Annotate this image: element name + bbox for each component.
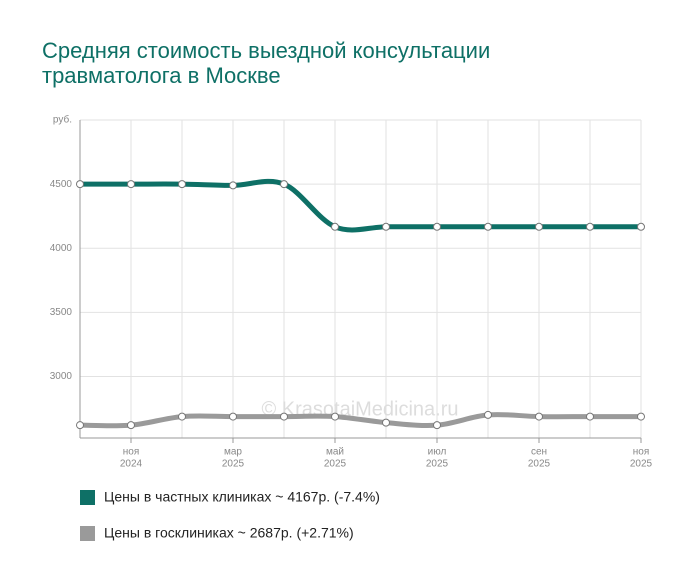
point bbox=[331, 412, 339, 421]
y-tick-label: руб. bbox=[53, 114, 72, 126]
x-tick-label: июл bbox=[428, 447, 447, 458]
line bbox=[79, 412, 641, 429]
x-tick-label: сен bbox=[531, 447, 547, 458]
x-tick-label: 2024 bbox=[120, 459, 143, 470]
point bbox=[382, 418, 390, 427]
x-tick-label: май bbox=[326, 447, 344, 458]
point bbox=[535, 412, 543, 421]
x-tick-label: 2025 bbox=[528, 459, 551, 470]
point bbox=[178, 412, 186, 421]
point bbox=[637, 412, 645, 421]
point bbox=[484, 410, 492, 419]
point bbox=[280, 412, 288, 421]
point bbox=[76, 421, 84, 430]
chart-title: травматолога в Москве bbox=[42, 63, 281, 88]
x-tick-label: мар bbox=[224, 447, 242, 458]
x-tick-label: 2025 bbox=[222, 459, 245, 470]
x-tick-label: 2025 bbox=[426, 459, 449, 470]
x-tick-label: ноя bbox=[123, 447, 140, 458]
point bbox=[535, 222, 543, 231]
point bbox=[637, 222, 645, 231]
point bbox=[484, 222, 492, 231]
legend-swatch bbox=[80, 526, 95, 541]
x-tick-label: 2025 bbox=[630, 459, 653, 470]
point bbox=[586, 222, 594, 231]
point bbox=[127, 421, 135, 430]
point bbox=[586, 412, 594, 421]
point bbox=[178, 180, 186, 189]
point bbox=[433, 421, 441, 430]
point bbox=[76, 180, 84, 189]
y-tick-label: 4000 bbox=[50, 243, 73, 254]
x-tick-label: 2025 bbox=[324, 459, 347, 470]
legend-label: Цены в частных клиниках ~ 4167р. (-7.4%) bbox=[104, 489, 380, 505]
point bbox=[433, 222, 441, 231]
point bbox=[331, 222, 339, 231]
line bbox=[80, 178, 641, 233]
x-tick-label: ноя bbox=[633, 447, 650, 458]
point bbox=[382, 222, 390, 231]
point bbox=[229, 181, 237, 190]
point bbox=[127, 180, 135, 189]
point bbox=[280, 180, 288, 189]
y-tick-label: 3500 bbox=[50, 307, 73, 318]
legend-swatch bbox=[80, 490, 95, 505]
y-tick-label: 4500 bbox=[50, 179, 73, 190]
point bbox=[229, 412, 237, 421]
chart-title: Средняя стоимость выездной консультации bbox=[42, 38, 490, 63]
legend-label: Цены в госклиниках ~ 2687р. (+2.71%) bbox=[104, 525, 354, 541]
y-tick-label: 3000 bbox=[50, 371, 73, 382]
